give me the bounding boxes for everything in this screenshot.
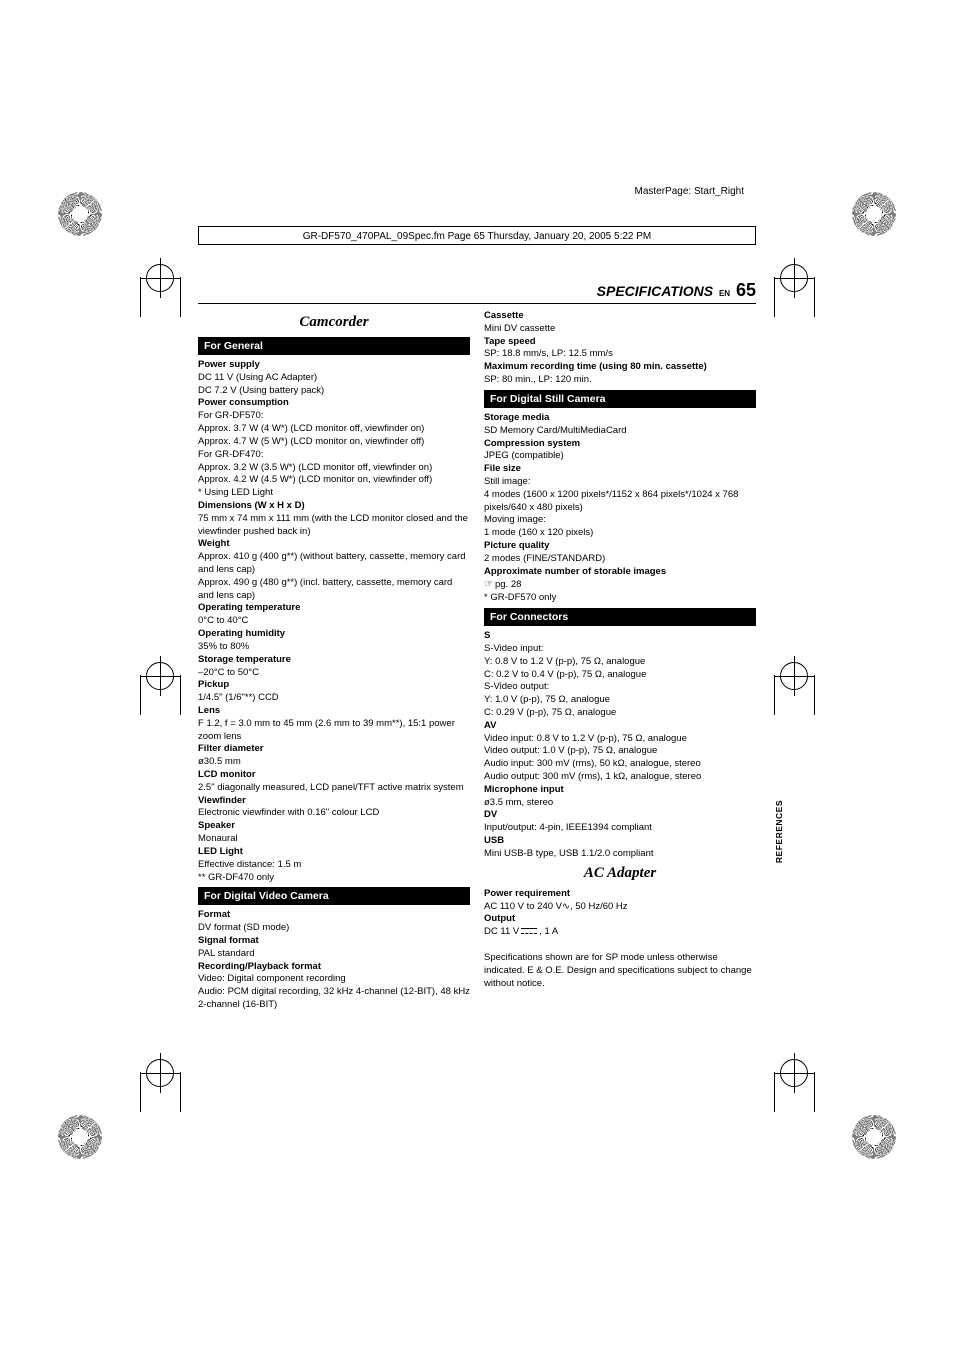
radial-mark (852, 1115, 896, 1159)
h-filter: Filter diameter (198, 743, 263, 754)
frame-header-text: GR-DF570_470PAL_09Spec.fm Page 65 Thursd… (199, 229, 755, 244)
bar-dvc: For Digital Video Camera (198, 887, 470, 905)
h-tape: Tape speed (484, 336, 536, 347)
page-content: SPECIFICATIONS EN 65 Camcorder For Gener… (198, 280, 756, 1071)
h-maxrec: Maximum recording time (using 80 min. ca… (484, 361, 707, 372)
h-op-temp: Operating temperature (198, 602, 300, 613)
spec-connectors: S S-Video input: Y: 0.8 V to 1.2 V (p-p)… (484, 630, 756, 861)
section-title-ac: AC Adapter (484, 865, 756, 882)
radial-mark (58, 1115, 102, 1159)
registration-mark (140, 656, 180, 696)
h-power-req: Power requirement (484, 888, 570, 899)
h-mic: Microphone input (484, 784, 564, 795)
running-head-title: SPECIFICATIONS (597, 283, 713, 299)
disclaimer: Specifications shown are for SP mode unl… (484, 952, 756, 990)
h-speaker: Speaker (198, 820, 235, 831)
bar-general: For General (198, 337, 470, 355)
h-file: File size (484, 463, 521, 474)
right-column: Cassette Mini DV cassette Tape speed SP:… (484, 310, 756, 1014)
h-storage: Storage media (484, 412, 549, 423)
h-power-consumption: Power consumption (198, 397, 289, 408)
left-column: Camcorder For General Power supply DC 11… (198, 310, 470, 1014)
h-output: Output (484, 913, 515, 924)
bar-dsc: For Digital Still Camera (484, 390, 756, 408)
spec-dvc: Format DV format (SD mode) Signal format… (198, 909, 470, 1012)
registration-mark (774, 1053, 814, 1093)
h-format: Format (198, 909, 230, 920)
bar-connectors: For Connectors (484, 608, 756, 626)
radial-mark (852, 192, 896, 236)
h-cassette: Cassette (484, 310, 524, 321)
running-head-lang: EN (719, 289, 730, 298)
dc-symbol-icon (521, 928, 537, 936)
h-lcd: LCD monitor (198, 769, 256, 780)
h-av: AV (484, 720, 497, 731)
masterpage-label: MasterPage: Start_Right (635, 186, 745, 197)
spec-dsc: Storage media SD Memory Card/MultiMediaC… (484, 412, 756, 605)
hand-icon: ☞ (484, 578, 493, 592)
h-st-temp: Storage temperature (198, 654, 291, 665)
h-pickup: Pickup (198, 679, 229, 690)
h-signal: Signal format (198, 935, 259, 946)
radial-mark (58, 192, 102, 236)
h-power-supply: Power supply (198, 359, 260, 370)
h-viewfinder: Viewfinder (198, 795, 246, 806)
h-dv: DV (484, 809, 497, 820)
h-weight: Weight (198, 538, 230, 549)
sidebar-label: REFERENCES (774, 800, 784, 863)
h-rec: Recording/Playback format (198, 961, 321, 972)
section-title-camcorder: Camcorder (198, 314, 470, 331)
spec-ac: Power requirement AC 110 V to 240 V∿, 50… (484, 888, 756, 939)
h-led: LED Light (198, 846, 243, 857)
ac-sine-icon: ∿ (562, 901, 570, 912)
registration-mark (140, 258, 180, 298)
h-usb: USB (484, 835, 504, 846)
h-comp: Compression system (484, 438, 580, 449)
spec-general: Power supply DC 11 V (Using AC Adapter) … (198, 359, 470, 884)
h-pq: Picture quality (484, 540, 549, 551)
spec-dvc-cont: Cassette Mini DV cassette Tape speed SP:… (484, 310, 756, 387)
registration-mark (774, 258, 814, 298)
h-dimensions: Dimensions (W x H x D) (198, 500, 305, 511)
running-head: SPECIFICATIONS EN 65 (198, 280, 756, 304)
registration-mark (774, 656, 814, 696)
h-approx: Approximate number of storable images (484, 566, 666, 577)
h-op-hum: Operating humidity (198, 628, 285, 639)
h-lens: Lens (198, 705, 220, 716)
page-number: 65 (736, 280, 756, 300)
h-s: S (484, 630, 490, 641)
frame-header: GR-DF570_470PAL_09Spec.fm Page 65 Thursd… (198, 226, 756, 245)
registration-mark (140, 1053, 180, 1093)
